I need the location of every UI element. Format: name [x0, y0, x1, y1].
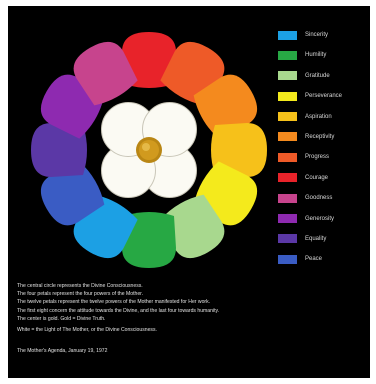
- outer-petals-group: [31, 32, 267, 268]
- legend-label: Gratitude: [305, 72, 330, 79]
- legend-item: Perseverance: [278, 91, 368, 101]
- mother-symbol-wheel: [31, 32, 267, 268]
- center-gold-circle: [139, 140, 159, 160]
- legend-label: Goodness: [305, 195, 333, 202]
- legend-label: Equality: [305, 235, 327, 242]
- caption-line: White = the Light of The Mother, or the …: [17, 327, 157, 334]
- outer-petal-equality: [31, 123, 87, 177]
- legend-swatch: [278, 30, 297, 40]
- legend-label: Generosity: [305, 215, 335, 222]
- legend-label: Receptivity: [305, 133, 335, 140]
- caption-line: The central circle represents the Divine…: [17, 283, 143, 289]
- legend-item: Courage: [278, 173, 368, 183]
- legend-swatch: [278, 71, 297, 81]
- outer-petal-goodness: [73, 42, 138, 106]
- caption: The central circle represents the Divine…: [17, 282, 367, 334]
- legend-item: Progress: [278, 152, 368, 162]
- legend-item: Peace: [278, 254, 368, 264]
- legend-swatch: [278, 91, 297, 101]
- legend-swatch: [278, 214, 297, 224]
- center-highlight: [142, 143, 150, 151]
- outer-petal-humility: [122, 212, 176, 268]
- source-citation: The Mother's Agenda, January 19, 1972: [17, 348, 108, 354]
- caption-line: The center is gold. Gold = Divine Truth.: [17, 315, 106, 322]
- legend-item: Aspiration: [278, 112, 368, 122]
- inner-petals-group: [100, 101, 198, 199]
- legend-label: Humility: [305, 52, 327, 59]
- legend-swatch: [278, 50, 297, 60]
- legend-label: Aspiration: [305, 113, 332, 120]
- legend-label: Progress: [305, 154, 330, 161]
- legend-item: Equality: [278, 234, 368, 244]
- legend-item: Goodness: [278, 193, 368, 203]
- outer-petal-courage: [122, 32, 176, 88]
- caption-line: The first eight concern the attitude tow…: [17, 307, 220, 314]
- legend-swatch: [278, 112, 297, 122]
- legend-item: Generosity: [278, 214, 368, 224]
- legend-swatch: [278, 193, 297, 203]
- outer-petal-aspiration: [211, 123, 267, 177]
- legend-swatch: [278, 234, 297, 244]
- symbol-panel: Sincerity Humility Gratitude Perseveranc…: [8, 6, 370, 378]
- outer-petal-peace: [41, 161, 105, 226]
- legend-item: Gratitude: [278, 71, 368, 81]
- legend-label: Perseverance: [305, 93, 343, 100]
- legend-swatch: [278, 254, 297, 264]
- legend-swatch: [278, 132, 297, 142]
- legend-label: Peace: [305, 256, 323, 263]
- legend-swatch: [278, 152, 297, 162]
- outer-petal-gratitude: [160, 194, 225, 258]
- outer-petal-receptivity: [193, 74, 257, 139]
- legend-item: Receptivity: [278, 132, 368, 142]
- caption-line: The twelve petals represent the twelve p…: [17, 299, 211, 306]
- caption-line: The four petals represent the four power…: [17, 291, 143, 298]
- legend: Sincerity Humility Gratitude Perseveranc…: [278, 30, 368, 275]
- legend-swatch: [278, 173, 297, 183]
- legend-item: Sincerity: [278, 30, 368, 40]
- legend-label: Sincerity: [305, 32, 329, 38]
- legend-item: Humility: [278, 50, 368, 60]
- legend-label: Courage: [305, 174, 329, 181]
